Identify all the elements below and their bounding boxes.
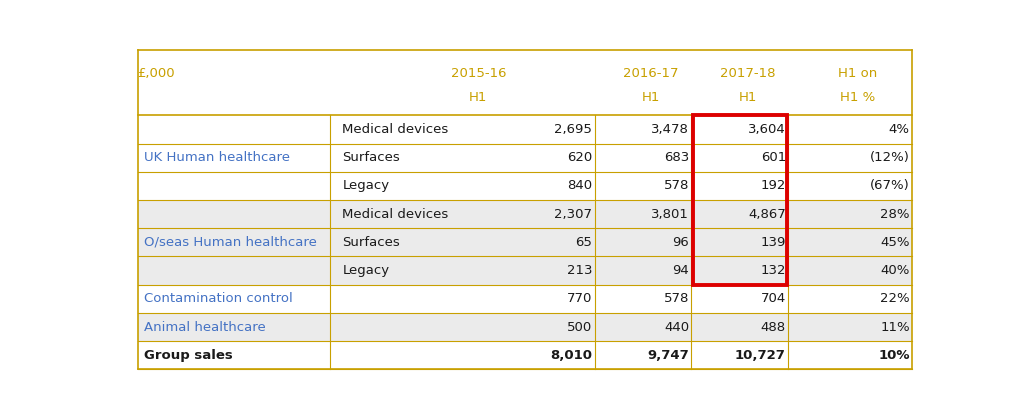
Text: Group sales: Group sales — [143, 349, 232, 362]
Text: 40%: 40% — [881, 264, 909, 277]
Text: 2,695: 2,695 — [554, 123, 592, 136]
Bar — [137, 341, 912, 369]
Text: H1 %: H1 % — [841, 91, 876, 104]
Text: 578: 578 — [664, 179, 689, 193]
Bar — [137, 228, 912, 256]
Text: UK Human healthcare: UK Human healthcare — [143, 151, 290, 164]
Text: H1 on: H1 on — [839, 67, 878, 81]
Text: 96: 96 — [673, 236, 689, 249]
Bar — [137, 115, 912, 144]
Text: 683: 683 — [664, 151, 689, 164]
Text: 65: 65 — [575, 236, 592, 249]
Bar — [137, 256, 912, 285]
Text: H1: H1 — [642, 91, 660, 104]
Text: 94: 94 — [673, 264, 689, 277]
Text: Surfaces: Surfaces — [342, 236, 400, 249]
Bar — [137, 285, 912, 313]
Text: 4,867: 4,867 — [749, 208, 785, 221]
Text: Animal healthcare: Animal healthcare — [143, 320, 265, 334]
Text: Legacy: Legacy — [342, 179, 389, 193]
Text: O/seas Human healthcare: O/seas Human healthcare — [143, 236, 316, 249]
Text: (67%): (67%) — [870, 179, 909, 193]
Text: 704: 704 — [761, 292, 785, 305]
Text: 2017-18: 2017-18 — [720, 67, 775, 81]
Bar — [137, 172, 912, 200]
Text: 11%: 11% — [880, 320, 909, 334]
Text: 213: 213 — [566, 264, 592, 277]
Text: 840: 840 — [567, 179, 592, 193]
Text: 3,604: 3,604 — [749, 123, 785, 136]
Text: Legacy: Legacy — [342, 264, 389, 277]
Bar — [137, 144, 912, 172]
Text: 488: 488 — [761, 320, 785, 334]
Text: Medical devices: Medical devices — [342, 208, 449, 221]
Text: 620: 620 — [567, 151, 592, 164]
Text: £,000: £,000 — [137, 67, 175, 81]
Text: 2015-16: 2015-16 — [451, 67, 506, 81]
Text: 139: 139 — [761, 236, 785, 249]
Text: 770: 770 — [567, 292, 592, 305]
Text: 10,727: 10,727 — [735, 349, 785, 362]
Text: Medical devices: Medical devices — [342, 123, 449, 136]
Text: 8,010: 8,010 — [550, 349, 592, 362]
Text: 10%: 10% — [879, 349, 909, 362]
Text: H1: H1 — [469, 91, 487, 104]
Text: H1: H1 — [738, 91, 757, 104]
Text: 28%: 28% — [881, 208, 909, 221]
Text: 192: 192 — [761, 179, 785, 193]
Bar — [137, 200, 912, 228]
Text: 440: 440 — [664, 320, 689, 334]
Bar — [137, 313, 912, 341]
Text: 601: 601 — [761, 151, 785, 164]
Text: 3,478: 3,478 — [651, 123, 689, 136]
Text: 2,307: 2,307 — [554, 208, 592, 221]
Text: 3,801: 3,801 — [651, 208, 689, 221]
Text: 132: 132 — [761, 264, 785, 277]
Text: 2016-17: 2016-17 — [624, 67, 679, 81]
Text: 45%: 45% — [881, 236, 909, 249]
Text: Contamination control: Contamination control — [143, 292, 293, 305]
Bar — [693, 115, 786, 285]
Text: (12%): (12%) — [869, 151, 909, 164]
Text: 578: 578 — [664, 292, 689, 305]
Text: 500: 500 — [567, 320, 592, 334]
Text: 9,747: 9,747 — [647, 349, 689, 362]
Text: 4%: 4% — [889, 123, 909, 136]
Text: 22%: 22% — [880, 292, 909, 305]
Text: Surfaces: Surfaces — [342, 151, 400, 164]
